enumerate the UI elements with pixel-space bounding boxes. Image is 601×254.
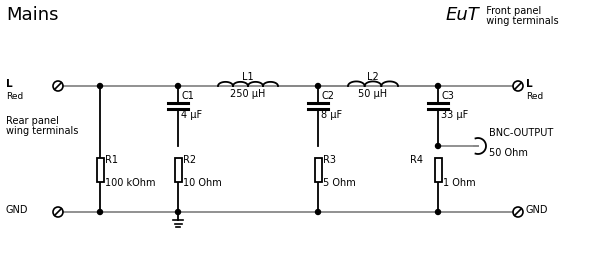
Text: BNC-OUTPUT: BNC-OUTPUT <box>489 128 554 138</box>
Text: Red: Red <box>6 92 23 101</box>
Text: Rear panel: Rear panel <box>6 116 59 126</box>
Circle shape <box>175 210 180 214</box>
Text: 50 Ohm: 50 Ohm <box>489 148 528 158</box>
Circle shape <box>436 210 441 214</box>
Text: 33 μF: 33 μF <box>441 110 468 120</box>
Text: wing terminals: wing terminals <box>480 16 558 26</box>
Circle shape <box>436 144 441 149</box>
Bar <box>314 157 322 182</box>
Bar <box>97 157 103 182</box>
Text: L: L <box>6 79 13 89</box>
Text: C1: C1 <box>181 91 194 101</box>
Text: GND: GND <box>526 205 549 215</box>
Circle shape <box>175 84 180 88</box>
Text: wing terminals: wing terminals <box>6 126 78 136</box>
Text: L2: L2 <box>367 72 379 82</box>
Text: Front panel: Front panel <box>480 6 542 16</box>
Text: 10 Ohm: 10 Ohm <box>183 178 222 188</box>
Text: R2: R2 <box>183 155 196 165</box>
Text: EuT: EuT <box>446 6 480 24</box>
Circle shape <box>97 84 103 88</box>
Text: 250 μH: 250 μH <box>230 89 266 99</box>
Text: R4: R4 <box>410 155 423 165</box>
Circle shape <box>316 84 320 88</box>
Text: R3: R3 <box>323 155 336 165</box>
Text: R1: R1 <box>105 155 118 165</box>
Circle shape <box>316 210 320 214</box>
Text: 50 μH: 50 μH <box>358 89 388 99</box>
Text: L: L <box>526 79 532 89</box>
Text: Mains: Mains <box>6 6 58 24</box>
Circle shape <box>97 210 103 214</box>
Text: 5 Ohm: 5 Ohm <box>323 178 356 188</box>
Text: 100 kOhm: 100 kOhm <box>105 178 156 188</box>
Bar <box>435 157 442 182</box>
Text: 8 μF: 8 μF <box>321 110 342 120</box>
Text: C2: C2 <box>321 91 334 101</box>
Text: L1: L1 <box>242 72 254 82</box>
Bar <box>174 157 182 182</box>
Text: C3: C3 <box>441 91 454 101</box>
Circle shape <box>436 84 441 88</box>
Text: 1 Ohm: 1 Ohm <box>443 178 475 188</box>
Text: Red: Red <box>526 92 543 101</box>
Text: GND: GND <box>6 205 28 215</box>
Text: 4 μF: 4 μF <box>181 110 202 120</box>
